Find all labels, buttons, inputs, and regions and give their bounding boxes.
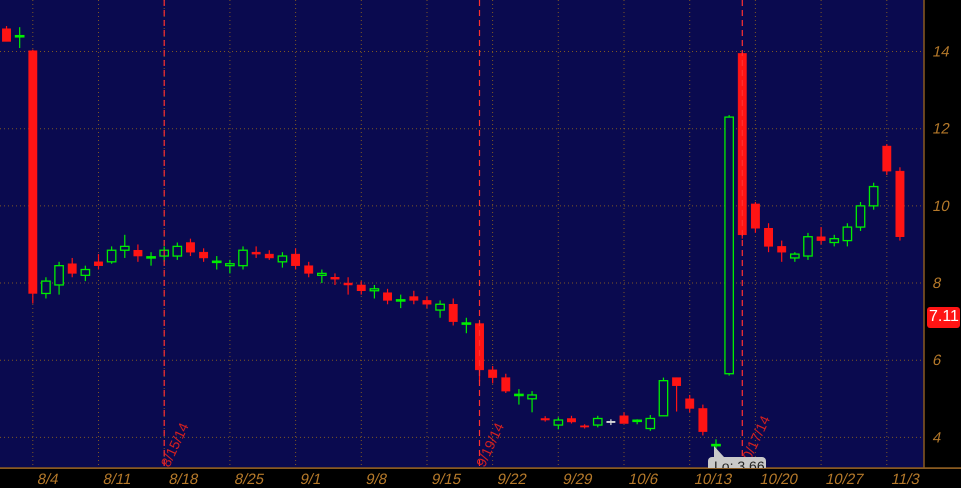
- svg-text:10/6: 10/6: [627, 471, 660, 488]
- svg-text:10/13: 10/13: [693, 471, 734, 488]
- svg-text:10: 10: [931, 198, 951, 215]
- svg-text:12: 12: [931, 121, 951, 138]
- svg-text:11/3: 11/3: [890, 471, 922, 488]
- svg-text:9/15: 9/15: [430, 471, 463, 488]
- svg-text:8/4: 8/4: [36, 471, 60, 488]
- svg-text:10/20: 10/20: [759, 471, 800, 488]
- svg-text:9/8: 9/8: [364, 471, 388, 488]
- svg-text:9/22: 9/22: [496, 471, 529, 488]
- svg-text:14: 14: [931, 44, 951, 61]
- svg-text:8/11: 8/11: [102, 471, 134, 488]
- svg-text:8/18: 8/18: [167, 471, 200, 488]
- svg-text:8/25: 8/25: [233, 471, 266, 488]
- svg-text:9/1: 9/1: [299, 471, 323, 488]
- svg-text:10/27: 10/27: [824, 471, 865, 488]
- svg-text:9/29: 9/29: [561, 471, 594, 488]
